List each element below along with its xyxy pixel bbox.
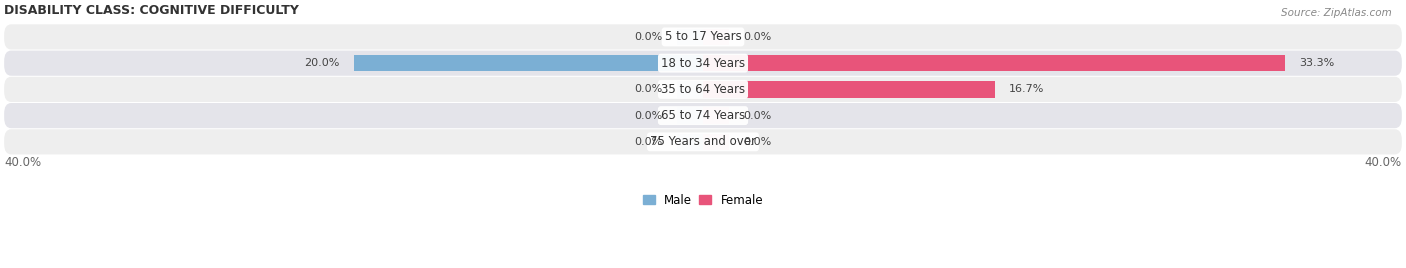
Text: 40.0%: 40.0%: [4, 156, 41, 169]
FancyBboxPatch shape: [4, 24, 1402, 50]
Text: Source: ZipAtlas.com: Source: ZipAtlas.com: [1281, 8, 1392, 18]
Bar: [676, 81, 703, 98]
Text: 16.7%: 16.7%: [1008, 84, 1045, 94]
Bar: [703, 81, 995, 98]
Bar: [676, 29, 703, 45]
Bar: [353, 55, 703, 71]
Text: 20.0%: 20.0%: [304, 58, 340, 68]
Bar: [703, 55, 1285, 71]
Text: 0.0%: 0.0%: [634, 32, 662, 42]
Text: 33.3%: 33.3%: [1299, 58, 1334, 68]
Text: 5 to 17 Years: 5 to 17 Years: [665, 31, 741, 43]
Bar: [703, 107, 730, 124]
FancyBboxPatch shape: [4, 51, 1402, 76]
Text: 0.0%: 0.0%: [744, 137, 772, 147]
Bar: [703, 29, 730, 45]
Text: 0.0%: 0.0%: [634, 111, 662, 121]
Bar: [676, 134, 703, 150]
Text: 0.0%: 0.0%: [744, 111, 772, 121]
FancyBboxPatch shape: [4, 103, 1402, 128]
Legend: Male, Female: Male, Female: [643, 193, 763, 207]
Text: 40.0%: 40.0%: [1365, 156, 1402, 169]
FancyBboxPatch shape: [4, 77, 1402, 102]
Text: 75 Years and over: 75 Years and over: [650, 135, 756, 148]
Text: 35 to 64 Years: 35 to 64 Years: [661, 83, 745, 96]
Text: 0.0%: 0.0%: [634, 84, 662, 94]
Text: 18 to 34 Years: 18 to 34 Years: [661, 57, 745, 70]
Bar: [676, 107, 703, 124]
Text: 0.0%: 0.0%: [634, 137, 662, 147]
Text: DISABILITY CLASS: COGNITIVE DIFFICULTY: DISABILITY CLASS: COGNITIVE DIFFICULTY: [4, 4, 299, 17]
FancyBboxPatch shape: [4, 129, 1402, 154]
Text: 0.0%: 0.0%: [744, 32, 772, 42]
Bar: [703, 134, 730, 150]
Text: 65 to 74 Years: 65 to 74 Years: [661, 109, 745, 122]
